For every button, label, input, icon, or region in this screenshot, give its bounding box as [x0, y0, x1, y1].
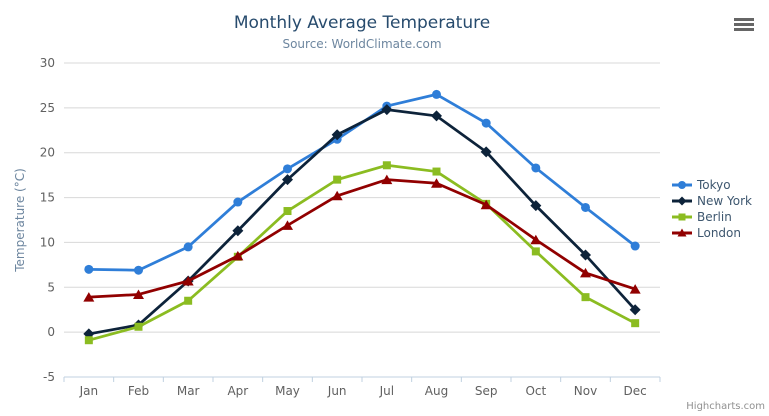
data-point-berlin[interactable] — [531, 247, 540, 256]
y-axis-tick-label: 0 — [47, 325, 55, 339]
x-axis-tick-label: Dec — [624, 384, 647, 398]
legend-label-london: London — [697, 226, 741, 240]
series-new-york — [83, 104, 641, 340]
chart-title: Monthly Average Temperature — [233, 13, 491, 33]
legend-item-tokyo[interactable]: Tokyo — [672, 177, 752, 193]
data-point-london[interactable] — [480, 199, 492, 210]
data-point-tokyo[interactable] — [84, 264, 94, 274]
data-point-new-york[interactable] — [331, 129, 343, 141]
y-axis-tick-label: 30 — [40, 56, 55, 70]
data-point-london[interactable] — [381, 174, 393, 185]
data-point-berlin[interactable] — [382, 161, 391, 170]
data-point-london[interactable] — [83, 292, 95, 302]
legend-item-london[interactable]: London — [672, 225, 752, 241]
legend-item-berlin[interactable]: Berlin — [672, 209, 752, 225]
data-point-tokyo[interactable] — [581, 202, 590, 212]
legend-symbol-berlin — [672, 213, 692, 221]
data-point-london[interactable] — [282, 220, 293, 230]
legend: Tokyo New York Berlin London — [672, 177, 752, 241]
y-axis-tick-label: 20 — [40, 146, 55, 160]
data-point-new-york[interactable] — [629, 304, 641, 316]
data-point-new-york[interactable] — [381, 104, 393, 116]
data-point-berlin[interactable] — [432, 167, 441, 176]
data-point-london[interactable] — [580, 267, 591, 278]
data-point-new-york[interactable] — [232, 225, 244, 237]
data-point-new-york[interactable] — [480, 146, 492, 158]
data-point-tokyo[interactable] — [283, 164, 292, 174]
data-point-new-york[interactable] — [431, 110, 442, 122]
data-point-tokyo[interactable] — [134, 265, 143, 275]
data-point-new-york[interactable] — [580, 249, 591, 261]
legend-label-berlin: Berlin — [697, 210, 732, 224]
y-axis-tick-label: 5 — [47, 280, 55, 294]
data-point-tokyo[interactable] — [630, 241, 640, 251]
data-point-berlin[interactable] — [84, 336, 93, 345]
series-line-london[interactable] — [87, 178, 637, 299]
x-axis-tick-label: Oct — [525, 384, 546, 398]
y-axis-tick-label: 25 — [40, 101, 55, 115]
data-point-berlin[interactable] — [283, 207, 292, 216]
y-axis-title: Temperature (°C) — [13, 168, 27, 273]
data-point-london[interactable] — [629, 284, 641, 294]
data-point-tokyo[interactable] — [183, 242, 193, 252]
x-axis-tick-label: Sep — [475, 384, 498, 398]
data-point-tokyo[interactable] — [531, 163, 541, 173]
data-point-london[interactable] — [133, 289, 144, 299]
x-axis-tick-label: Jan — [79, 384, 99, 398]
data-point-london[interactable] — [232, 250, 244, 261]
data-point-berlin[interactable] — [581, 293, 590, 302]
x-axis-tick-label: Feb — [128, 384, 149, 398]
data-point-tokyo[interactable] — [481, 118, 491, 128]
legend-symbol-tokyo — [672, 181, 692, 189]
x-axis-tick-label: Mar — [177, 384, 200, 398]
data-point-berlin[interactable] — [134, 322, 143, 331]
export-menu-button[interactable] — [733, 17, 755, 33]
data-point-berlin[interactable] — [631, 319, 640, 328]
series-london — [83, 174, 641, 302]
series-tokyo — [84, 89, 640, 275]
data-point-tokyo[interactable] — [233, 197, 243, 207]
x-axis-tick-label: May — [275, 384, 300, 398]
x-axis-tick-label: Jun — [327, 384, 347, 398]
y-axis-tick-label: 10 — [40, 235, 55, 249]
data-point-london[interactable] — [182, 276, 194, 286]
x-axis-tick-label: Aug — [425, 384, 448, 398]
legend-label-tokyo: Tokyo — [697, 178, 731, 192]
legend-symbol-new-york — [672, 196, 692, 206]
x-axis-tick-label: Nov — [574, 384, 597, 398]
hamburger-icon — [734, 18, 754, 31]
data-point-new-york[interactable] — [282, 174, 293, 186]
series-line-new-york[interactable] — [87, 108, 637, 336]
credits-link[interactable]: Highcharts.com — [686, 401, 765, 412]
legend-item-new-york[interactable]: New York — [672, 193, 752, 209]
series-line-berlin[interactable] — [87, 163, 637, 342]
x-axis-tick-label: Apr — [227, 384, 248, 398]
data-point-london[interactable] — [331, 190, 343, 201]
data-point-new-york[interactable] — [530, 200, 542, 212]
data-point-berlin[interactable] — [184, 296, 193, 305]
chart-subtitle: Source: WorldClimate.com — [282, 37, 442, 51]
data-point-london[interactable] — [431, 178, 442, 188]
legend-label-new-york: New York — [697, 194, 752, 208]
data-point-berlin[interactable] — [333, 175, 342, 184]
data-point-tokyo[interactable] — [432, 89, 441, 99]
y-axis-tick-label: -5 — [43, 370, 55, 384]
x-axis-tick-label: Jul — [379, 384, 394, 398]
legend-symbol-london — [672, 228, 692, 237]
data-point-london[interactable] — [530, 234, 542, 245]
y-axis-tick-label: 15 — [40, 191, 55, 205]
